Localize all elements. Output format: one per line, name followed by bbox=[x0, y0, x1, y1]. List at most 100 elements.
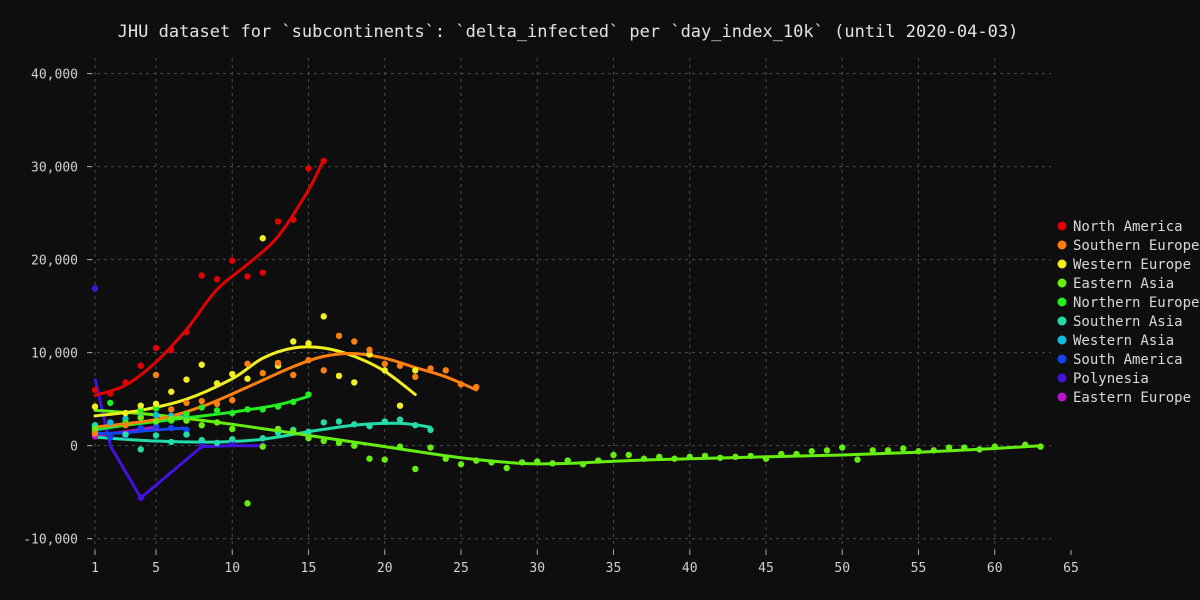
data-point-eastern-asia bbox=[976, 446, 983, 453]
data-point-eastern-asia bbox=[412, 465, 419, 473]
data-point-eastern-asia bbox=[686, 453, 693, 461]
data-point-polynesia bbox=[137, 494, 144, 501]
data-point-western-europe bbox=[229, 370, 236, 378]
data-point-eastern-asia bbox=[198, 422, 205, 429]
x-tick-label: 30 bbox=[529, 561, 545, 576]
data-point-southern-europe bbox=[442, 367, 449, 374]
data-point-southern-asia bbox=[122, 431, 129, 438]
data-point-eastern-asia bbox=[137, 414, 144, 421]
data-point-southern-europe bbox=[152, 371, 160, 379]
data-point-north-america bbox=[259, 269, 266, 276]
data-point-southern-asia bbox=[183, 431, 190, 438]
data-point-north-america bbox=[168, 346, 175, 354]
legend-marker-northern-europe bbox=[1057, 297, 1067, 307]
data-point-western-europe bbox=[183, 376, 190, 383]
data-point-polynesia bbox=[91, 285, 99, 292]
x-tick-label: 50 bbox=[834, 561, 850, 576]
data-point-eastern-asia bbox=[1037, 443, 1044, 450]
data-point-southern-europe bbox=[229, 396, 236, 404]
data-point-western-asia bbox=[152, 411, 160, 419]
data-point-southern-asia bbox=[213, 439, 221, 447]
data-points bbox=[91, 157, 1044, 507]
legend-label-polynesia: Polynesia bbox=[1073, 371, 1149, 387]
y-tick-label: -10,000 bbox=[23, 533, 78, 548]
data-point-eastern-asia bbox=[701, 452, 709, 460]
legend-label-south-america: South America bbox=[1073, 352, 1183, 368]
data-point-northern-europe bbox=[229, 409, 236, 417]
data-point-eastern-asia bbox=[930, 447, 937, 454]
legend-label-northern-europe: Northern Europe bbox=[1073, 295, 1199, 311]
legend-label-north-america: North America bbox=[1073, 219, 1183, 235]
data-point-north-america bbox=[229, 257, 236, 264]
data-point-south-america bbox=[137, 424, 144, 432]
data-point-eastern-asia bbox=[457, 461, 465, 468]
data-point-north-america bbox=[91, 386, 99, 394]
data-point-eastern-asia bbox=[671, 455, 678, 462]
data-point-north-america bbox=[183, 328, 190, 336]
legend: North America Southern Europe Western Euro… bbox=[1057, 219, 1199, 406]
data-point-eastern-asia bbox=[839, 444, 846, 451]
data-point-polynesia bbox=[198, 442, 205, 449]
x-tick-label: 35 bbox=[606, 561, 622, 576]
data-point-southern-asia bbox=[229, 435, 236, 443]
data-point-eastern-asia bbox=[854, 456, 861, 463]
data-point-western-europe bbox=[320, 313, 327, 320]
legend-marker-south-america bbox=[1057, 354, 1067, 364]
y-tick-label: 30,000 bbox=[31, 161, 78, 176]
data-point-southern-europe bbox=[274, 359, 282, 367]
data-point-eastern-asia bbox=[778, 450, 785, 458]
data-point-eastern-asia bbox=[183, 417, 190, 424]
data-point-eastern-asia bbox=[747, 452, 754, 460]
data-point-eastern-asia bbox=[823, 447, 831, 454]
data-point-north-america bbox=[213, 275, 221, 283]
data-point-eastern-asia bbox=[610, 451, 617, 459]
data-point-eastern-asia bbox=[808, 448, 815, 455]
data-point-northern-europe bbox=[244, 406, 251, 413]
data-point-north-america bbox=[137, 362, 144, 369]
data-point-southern-europe bbox=[412, 373, 419, 381]
legend-marker-eastern-asia bbox=[1057, 278, 1067, 288]
data-point-north-america bbox=[274, 218, 282, 225]
data-point-southern-asia bbox=[412, 422, 419, 429]
data-point-eastern-asia bbox=[534, 458, 541, 465]
data-point-polynesia bbox=[229, 440, 236, 448]
data-point-southern-europe bbox=[305, 356, 312, 364]
data-point-northern-europe bbox=[305, 391, 312, 398]
data-point-eastern-asia bbox=[793, 450, 800, 458]
data-point-north-america bbox=[122, 379, 129, 386]
data-point-southern-europe bbox=[259, 369, 266, 377]
data-point-western-europe bbox=[351, 379, 358, 386]
data-point-eastern-asia bbox=[564, 457, 571, 464]
data-point-eastern-asia bbox=[503, 464, 510, 472]
legend-marker-southern-europe bbox=[1057, 240, 1067, 250]
data-point-southern-europe bbox=[473, 383, 480, 391]
data-point-southern-europe bbox=[213, 400, 221, 408]
x-tick-label: 45 bbox=[758, 561, 774, 576]
data-point-northern-europe bbox=[274, 403, 282, 410]
x-tick-label: 5 bbox=[152, 561, 160, 576]
y-tick-label: 40,000 bbox=[31, 68, 78, 83]
data-point-eastern-asia bbox=[717, 454, 724, 461]
data-point-southern-asia bbox=[366, 422, 373, 430]
data-point-eastern-asia bbox=[168, 415, 175, 422]
legend-marker-southern-asia bbox=[1057, 316, 1067, 326]
data-point-north-america bbox=[290, 216, 297, 223]
data-point-north-america bbox=[198, 272, 205, 279]
legend-label-southern-asia: Southern Asia bbox=[1073, 314, 1183, 330]
data-point-western-europe bbox=[198, 361, 205, 368]
data-point-eastern-asia bbox=[961, 444, 968, 451]
data-point-southern-europe bbox=[427, 365, 434, 372]
data-point-southern-europe bbox=[91, 430, 99, 437]
data-point-eastern-asia bbox=[335, 439, 343, 447]
data-point-southern-europe bbox=[335, 332, 343, 340]
chart-title: JHU dataset for `subcontinents`: `delta_… bbox=[117, 22, 1019, 42]
x-tick-label: 65 bbox=[1063, 561, 1079, 576]
data-point-eastern-asia bbox=[152, 418, 160, 425]
data-point-eastern-asia bbox=[427, 444, 434, 451]
legend-marker-eastern-europe bbox=[1057, 392, 1067, 402]
data-point-eastern-asia bbox=[229, 425, 236, 433]
data-point-eastern-asia bbox=[549, 460, 556, 467]
data-point-western-europe bbox=[213, 380, 221, 387]
data-point-northern-europe bbox=[198, 404, 205, 411]
